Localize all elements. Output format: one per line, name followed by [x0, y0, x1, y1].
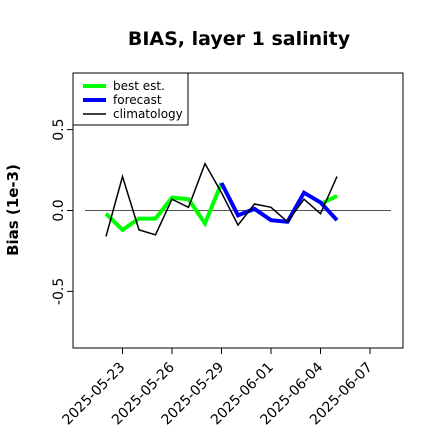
y-axis-label: Bias (1e-3): [4, 164, 22, 256]
y-tick-label: 0.5: [51, 118, 67, 140]
series-line-best-est: [104, 182, 224, 233]
y-tick-label: -0.5: [51, 278, 67, 305]
chart-title: BIAS, layer 1 salinity: [128, 28, 351, 50]
legend-label: forecast: [113, 93, 162, 107]
legend-label: climatology: [113, 107, 183, 121]
series-line-forecast: [219, 182, 339, 224]
series-line-climatology: [105, 161, 338, 237]
legend-label: best est.: [113, 79, 165, 93]
y-tick-label: 0.0: [51, 199, 67, 221]
